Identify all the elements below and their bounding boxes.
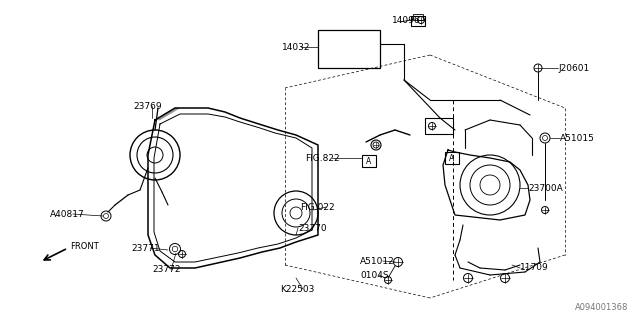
Text: 23772: 23772 [152, 266, 180, 275]
Text: FRONT: FRONT [70, 242, 99, 251]
Text: J20601: J20601 [558, 63, 589, 73]
Text: A51015: A51015 [560, 133, 595, 142]
Text: 14096: 14096 [392, 15, 420, 25]
Text: 23771: 23771 [131, 244, 159, 252]
Text: A40817: A40817 [50, 210, 84, 219]
Bar [445, 152, 459, 164]
Bar [425, 118, 453, 134]
Text: 23700A: 23700A [528, 183, 563, 193]
Text: A: A [366, 156, 372, 165]
Text: 0104S: 0104S [360, 270, 388, 279]
Bar [411, 16, 425, 26]
Text: 23770: 23770 [298, 223, 326, 233]
Text: K22503: K22503 [280, 284, 314, 293]
Text: A094001368: A094001368 [575, 303, 628, 312]
Bar [362, 155, 376, 167]
Text: A: A [449, 154, 454, 163]
Text: 23769: 23769 [133, 101, 162, 110]
Text: FIG.822: FIG.822 [305, 154, 340, 163]
Bar [318, 30, 380, 68]
Text: A51012: A51012 [360, 257, 395, 266]
Text: 11709: 11709 [520, 263, 548, 273]
Text: FIG.022: FIG.022 [300, 203, 335, 212]
Bar [413, 14, 423, 20]
Text: 14032: 14032 [282, 43, 310, 52]
